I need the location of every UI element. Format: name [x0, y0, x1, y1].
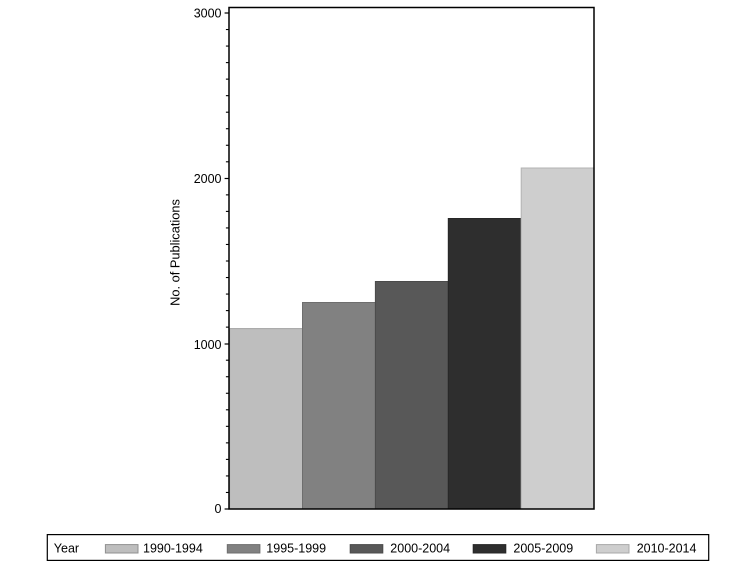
svg-text:1995-1999: 1995-1999 [266, 542, 326, 556]
svg-text:2000-2004: 2000-2004 [390, 542, 450, 556]
svg-text:Year: Year [54, 542, 79, 556]
svg-text:1990-1994: 1990-1994 [143, 542, 203, 556]
svg-text:1000: 1000 [194, 338, 222, 352]
svg-text:2010-2014: 2010-2014 [637, 542, 697, 556]
svg-text:2000: 2000 [194, 172, 222, 186]
svg-text:2005-2009: 2005-2009 [513, 542, 573, 556]
svg-text:No. of Publications: No. of Publications [168, 199, 183, 306]
svg-text:3000: 3000 [194, 6, 222, 20]
svg-text:0: 0 [215, 502, 222, 516]
